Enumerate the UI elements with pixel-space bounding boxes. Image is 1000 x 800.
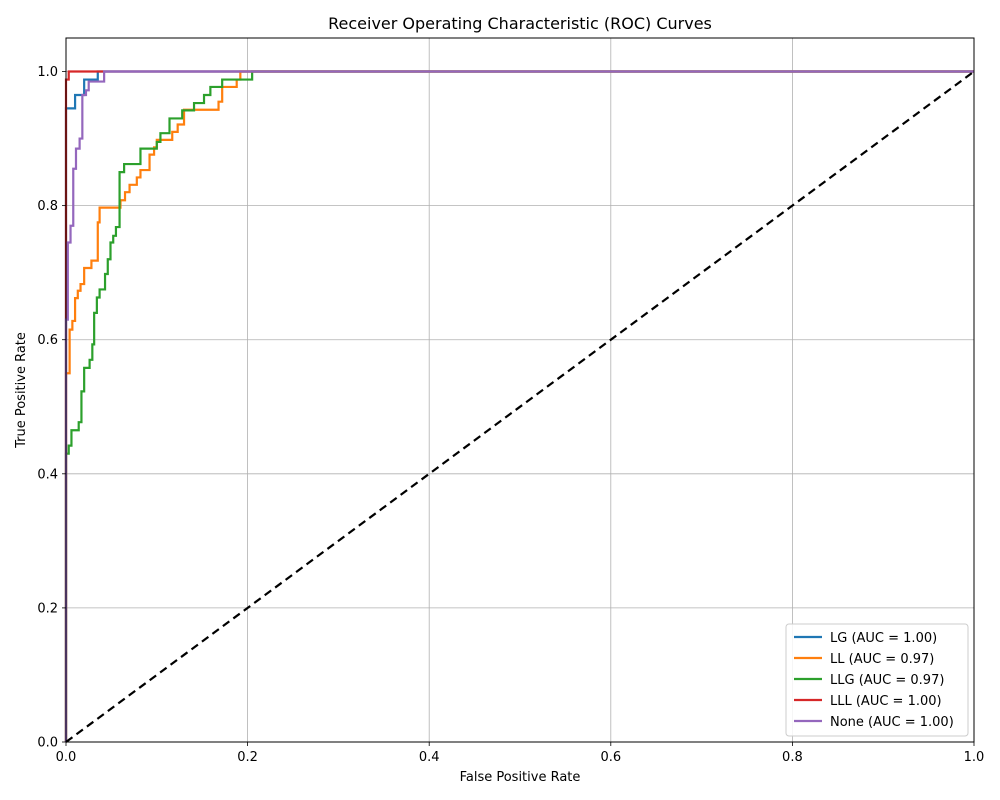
y-axis-ticks: 0.0 0.2 0.4 0.6 0.8 1.0 xyxy=(37,65,66,751)
y-tick-label: 0.8 xyxy=(37,199,58,214)
x-axis-ticks: 0.0 0.2 0.4 0.6 0.8 1.0 xyxy=(56,742,985,765)
plot-area xyxy=(64,70,975,743)
x-tick-label: 0.6 xyxy=(600,750,621,765)
x-axis-label: False Positive Rate xyxy=(460,770,581,785)
x-tick-label: 0.8 xyxy=(782,750,803,765)
y-axis-label: True Positive Rate xyxy=(14,332,29,449)
y-tick-label: 0.6 xyxy=(37,333,58,348)
y-tick-label: 0.4 xyxy=(37,467,58,482)
legend: LG (AUC = 1.00) LL (AUC = 0.97) LLG (AUC =… xyxy=(785,623,969,737)
legend-entry: None (AUC = 1.00) xyxy=(830,715,954,730)
x-tick-label: 0.2 xyxy=(237,750,258,765)
y-tick-label: 1.0 xyxy=(37,65,58,80)
legend-box xyxy=(785,623,969,737)
axes-frame xyxy=(65,37,975,743)
roc-curve-5 xyxy=(64,70,974,742)
x-tick-label: 0.0 xyxy=(56,750,77,765)
chart-title: Receiver Operating Characteristic (ROC) … xyxy=(328,14,712,33)
legend-entry: LG (AUC = 1.00) xyxy=(830,631,937,646)
x-tick-label: 0.4 xyxy=(419,750,440,765)
y-tick-label: 0.0 xyxy=(37,736,58,751)
legend-entry: LLG (AUC = 0.97) xyxy=(830,673,944,688)
legend-entry: LLL (AUC = 1.00) xyxy=(830,694,942,709)
y-tick-label: 0.2 xyxy=(37,601,58,616)
roc-curve-3 xyxy=(64,70,974,742)
legend-entry: LL (AUC = 0.97) xyxy=(830,652,934,667)
chance-diagonal-line xyxy=(65,70,975,743)
roc-curve-2 xyxy=(64,70,974,742)
x-tick-label: 1.0 xyxy=(964,750,985,765)
